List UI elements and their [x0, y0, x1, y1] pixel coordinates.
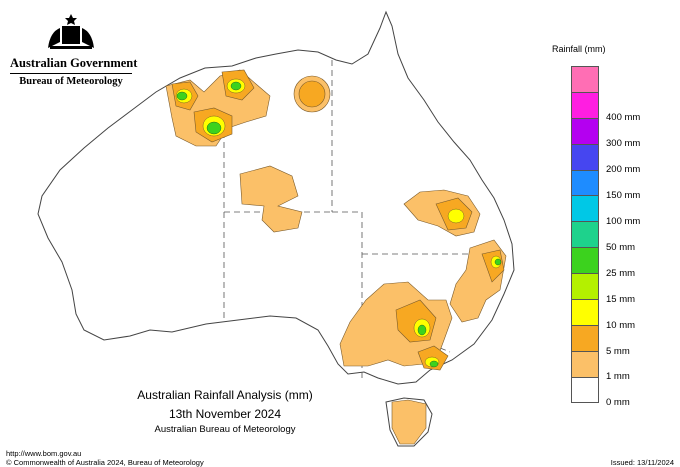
legend-label: 0 mm — [606, 397, 630, 409]
legend-swatch — [571, 221, 599, 248]
legend-label: 50 mm — [606, 241, 636, 253]
legend-swatch — [571, 299, 599, 325]
legend-swatch — [571, 143, 599, 170]
legend-swatch — [571, 273, 599, 300]
footer-issued-date: Issued: 13/11/2024 — [610, 458, 674, 467]
legend-swatch — [571, 91, 599, 118]
legend-label: 100 mm — [606, 216, 641, 227]
legend-swatch — [571, 376, 599, 403]
legend-swatch — [571, 247, 599, 274]
footer-url[interactable]: http://www.bom.gov.au — [6, 449, 82, 458]
bureau-name: Bureau of Meteorology — [19, 76, 123, 87]
legend-label: 1 mm — [606, 371, 630, 383]
map-title: Australian Rainfall Analysis (mm) — [137, 388, 313, 402]
legend-swatch — [571, 66, 599, 92]
legend-label: 150 mm — [606, 190, 641, 202]
legend-label: 25 mm — [606, 267, 636, 279]
legend-label: 400 mm — [606, 112, 641, 124]
rainfall-25mm-areas — [176, 81, 502, 368]
legend-label: 15 mm — [606, 293, 636, 305]
legend-label: 5 mm — [606, 345, 630, 357]
legend-title: Rainfall (mm) — [552, 44, 606, 54]
map-date: 13th November 2024 — [168, 407, 282, 421]
legend-label: 10 mm — [606, 319, 636, 331]
government-name: Australian Government — [10, 56, 138, 70]
legend-swatch — [571, 195, 599, 222]
logo-divider — [10, 73, 132, 74]
legend-swatch — [571, 169, 599, 196]
government-logo: Australian Government Bureau of Meteorol… — [10, 12, 138, 87]
legend-label: 200 mm — [606, 164, 641, 176]
legend-swatch — [571, 350, 599, 377]
legend-label: 300 mm — [606, 138, 641, 150]
legend-swatch — [571, 324, 599, 351]
legend-swatch — [571, 117, 599, 144]
map-credit: Australian Bureau of Meteorology — [154, 424, 296, 435]
coat-of-arms-icon — [48, 14, 94, 49]
rainfall-5mm-areas — [171, 69, 505, 371]
footer-copyright: © Commonwealth of Australia 2024, Bureau… — [6, 458, 204, 467]
legend-swatches — [571, 66, 599, 403]
